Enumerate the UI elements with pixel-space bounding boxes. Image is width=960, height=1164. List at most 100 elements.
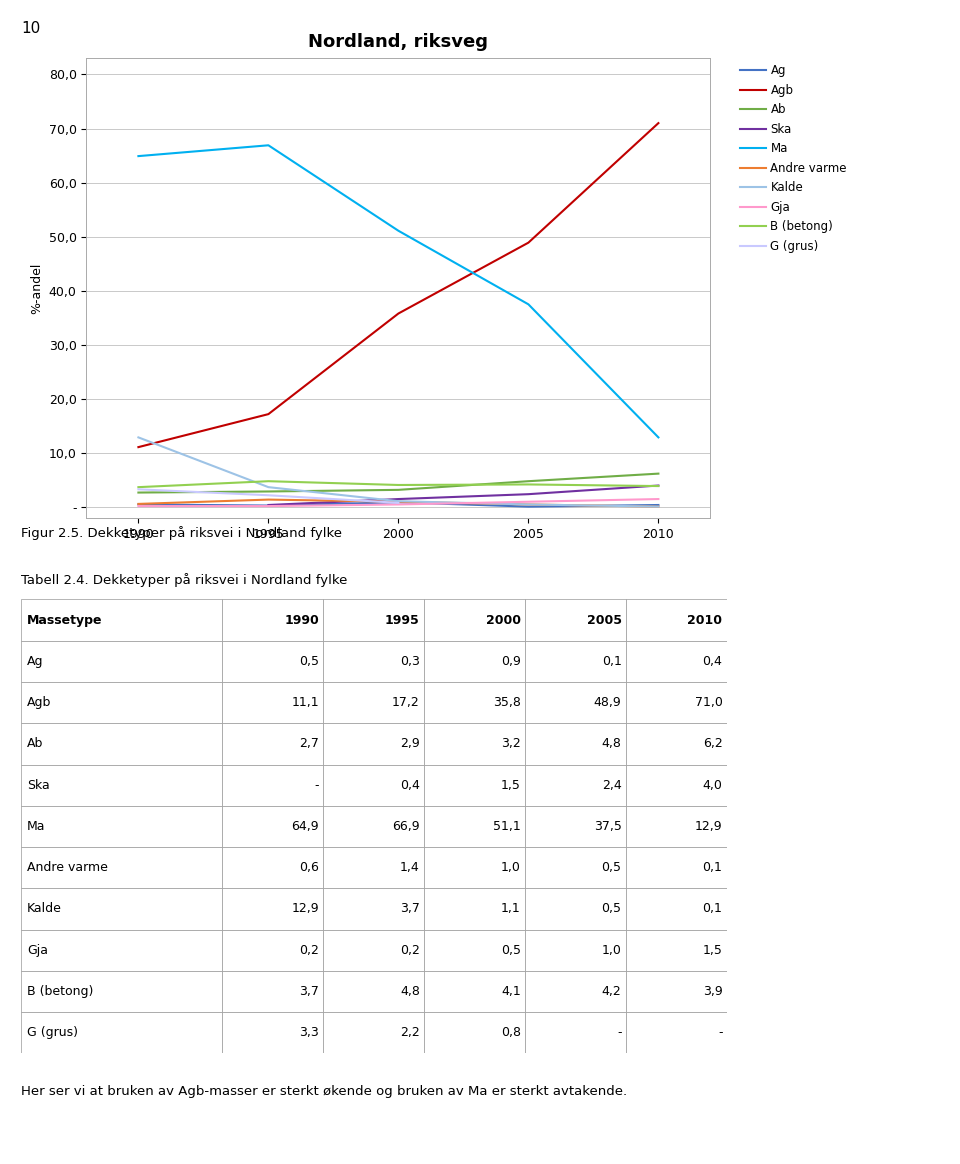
Bar (324, 1013, 424, 1053)
Text: -: - (617, 1027, 621, 1039)
Bar (21, 847, 222, 888)
Kalde (653, 499, 664, 513)
B (betong) (393, 478, 404, 492)
Bar (222, 971, 324, 1013)
Bar (525, 765, 626, 805)
Text: Her ser vi at bruken av Agb-masser er sterkt økende og bruken av Ma er sterkt av: Her ser vi at bruken av Agb-masser er st… (21, 1085, 627, 1098)
Bar (424, 1013, 525, 1053)
Text: Ska: Ska (27, 779, 50, 792)
Line: B (betong): B (betong) (138, 481, 659, 488)
Text: 0,2: 0,2 (400, 944, 420, 957)
Text: Kalde: Kalde (27, 902, 61, 915)
Bar (21, 723, 222, 765)
Bar (424, 888, 525, 930)
Bar (324, 682, 424, 723)
Bar (324, 930, 424, 971)
B (betong) (263, 474, 275, 488)
Ab (393, 483, 404, 497)
Bar (525, 640, 626, 682)
Text: 3,9: 3,9 (703, 985, 723, 998)
Ag (653, 498, 664, 512)
Line: Agb: Agb (138, 123, 659, 447)
Text: 0,1: 0,1 (703, 861, 723, 874)
Bar (525, 682, 626, 723)
Text: 35,8: 35,8 (492, 696, 520, 709)
Bar (324, 765, 424, 805)
Agb (522, 235, 534, 249)
Bar (21, 971, 222, 1013)
Text: 2005: 2005 (587, 613, 621, 626)
Text: 37,5: 37,5 (593, 819, 621, 833)
Text: 3,2: 3,2 (501, 738, 520, 751)
Text: 2,9: 2,9 (400, 738, 420, 751)
Andre varme (132, 497, 144, 511)
Text: 71,0: 71,0 (695, 696, 723, 709)
G (grus) (263, 488, 275, 502)
Bar (626, 765, 727, 805)
Text: G (grus): G (grus) (27, 1027, 78, 1039)
Text: 0,4: 0,4 (703, 655, 723, 668)
Gja (522, 495, 534, 509)
Bar (626, 847, 727, 888)
Ska (263, 498, 275, 512)
Y-axis label: %-andel: %-andel (30, 262, 43, 314)
Text: 1995: 1995 (385, 613, 420, 626)
Text: 2010: 2010 (687, 613, 723, 626)
Text: Ag: Ag (27, 655, 43, 668)
Text: 0,5: 0,5 (602, 861, 621, 874)
Bar (21, 682, 222, 723)
Bar (222, 930, 324, 971)
Line: Kalde: Kalde (138, 438, 659, 506)
Bar (222, 682, 324, 723)
Bar (626, 599, 727, 640)
Bar (525, 599, 626, 640)
Text: -: - (314, 779, 319, 792)
Bar (324, 805, 424, 847)
Bar (324, 847, 424, 888)
Andre varme (653, 499, 664, 513)
Text: 1,4: 1,4 (400, 861, 420, 874)
Ag (132, 497, 144, 511)
Agb (132, 440, 144, 454)
Text: 51,1: 51,1 (492, 819, 520, 833)
Ag (393, 496, 404, 510)
Legend: Ag, Agb, Ab, Ska, Ma, Andre varme, Kalde, Gja, B (betong), G (grus): Ag, Agb, Ab, Ska, Ma, Andre varme, Kalde… (735, 59, 852, 257)
Bar (324, 599, 424, 640)
Line: Ab: Ab (138, 474, 659, 492)
Ma (522, 297, 534, 311)
Bar (424, 640, 525, 682)
Bar (21, 805, 222, 847)
Text: 17,2: 17,2 (392, 696, 420, 709)
Kalde (132, 431, 144, 445)
Bar (424, 682, 525, 723)
B (betong) (653, 480, 664, 494)
Text: 12,9: 12,9 (695, 819, 723, 833)
Text: 2,2: 2,2 (400, 1027, 420, 1039)
Bar (626, 1013, 727, 1053)
Bar (525, 971, 626, 1013)
Ska (653, 478, 664, 492)
Text: 2,4: 2,4 (602, 779, 621, 792)
Text: 0,3: 0,3 (400, 655, 420, 668)
Bar (626, 971, 727, 1013)
Bar (222, 1013, 324, 1053)
Kalde (393, 495, 404, 509)
Ag (263, 498, 275, 512)
Bar (626, 930, 727, 971)
Text: 66,9: 66,9 (392, 819, 420, 833)
Ma (653, 431, 664, 445)
Bar (21, 888, 222, 930)
Text: 11,1: 11,1 (291, 696, 319, 709)
Text: 0,5: 0,5 (602, 902, 621, 915)
Ab (522, 474, 534, 488)
Text: 1990: 1990 (284, 613, 319, 626)
Ma (393, 223, 404, 237)
Bar (21, 930, 222, 971)
Text: Tabell 2.4. Dekketyper på riksvei i Nordland fylke: Tabell 2.4. Dekketyper på riksvei i Nord… (21, 573, 348, 587)
Bar (424, 847, 525, 888)
Bar (222, 765, 324, 805)
Bar (626, 723, 727, 765)
Text: 4,8: 4,8 (602, 738, 621, 751)
Kalde (263, 481, 275, 495)
Text: 48,9: 48,9 (594, 696, 621, 709)
